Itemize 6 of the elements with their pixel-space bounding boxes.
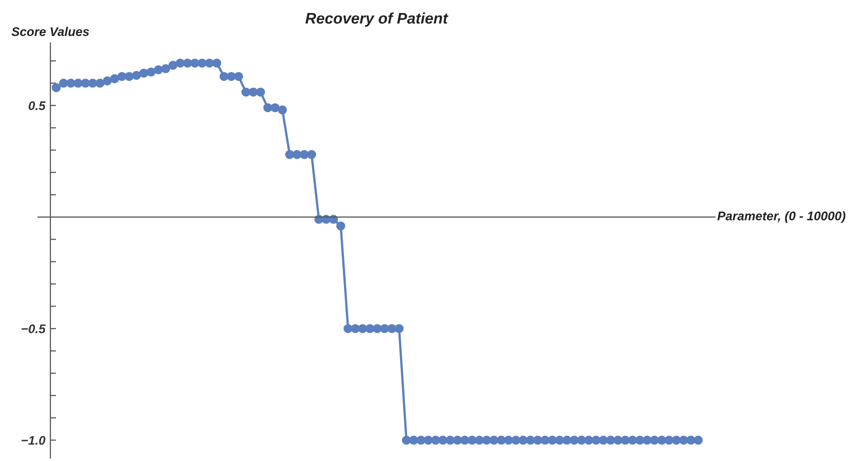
y-tick-label: −0.5 [22,324,46,334]
y-tick-label: −1.0 [22,436,46,445]
chart-title: Recovery of Patient [305,12,448,27]
y-axis-title: Score Values [12,26,89,36]
y-tick-label: 0.5 [28,101,46,110]
x-axis-title: Parameter, (0 - 10000) [717,211,846,223]
